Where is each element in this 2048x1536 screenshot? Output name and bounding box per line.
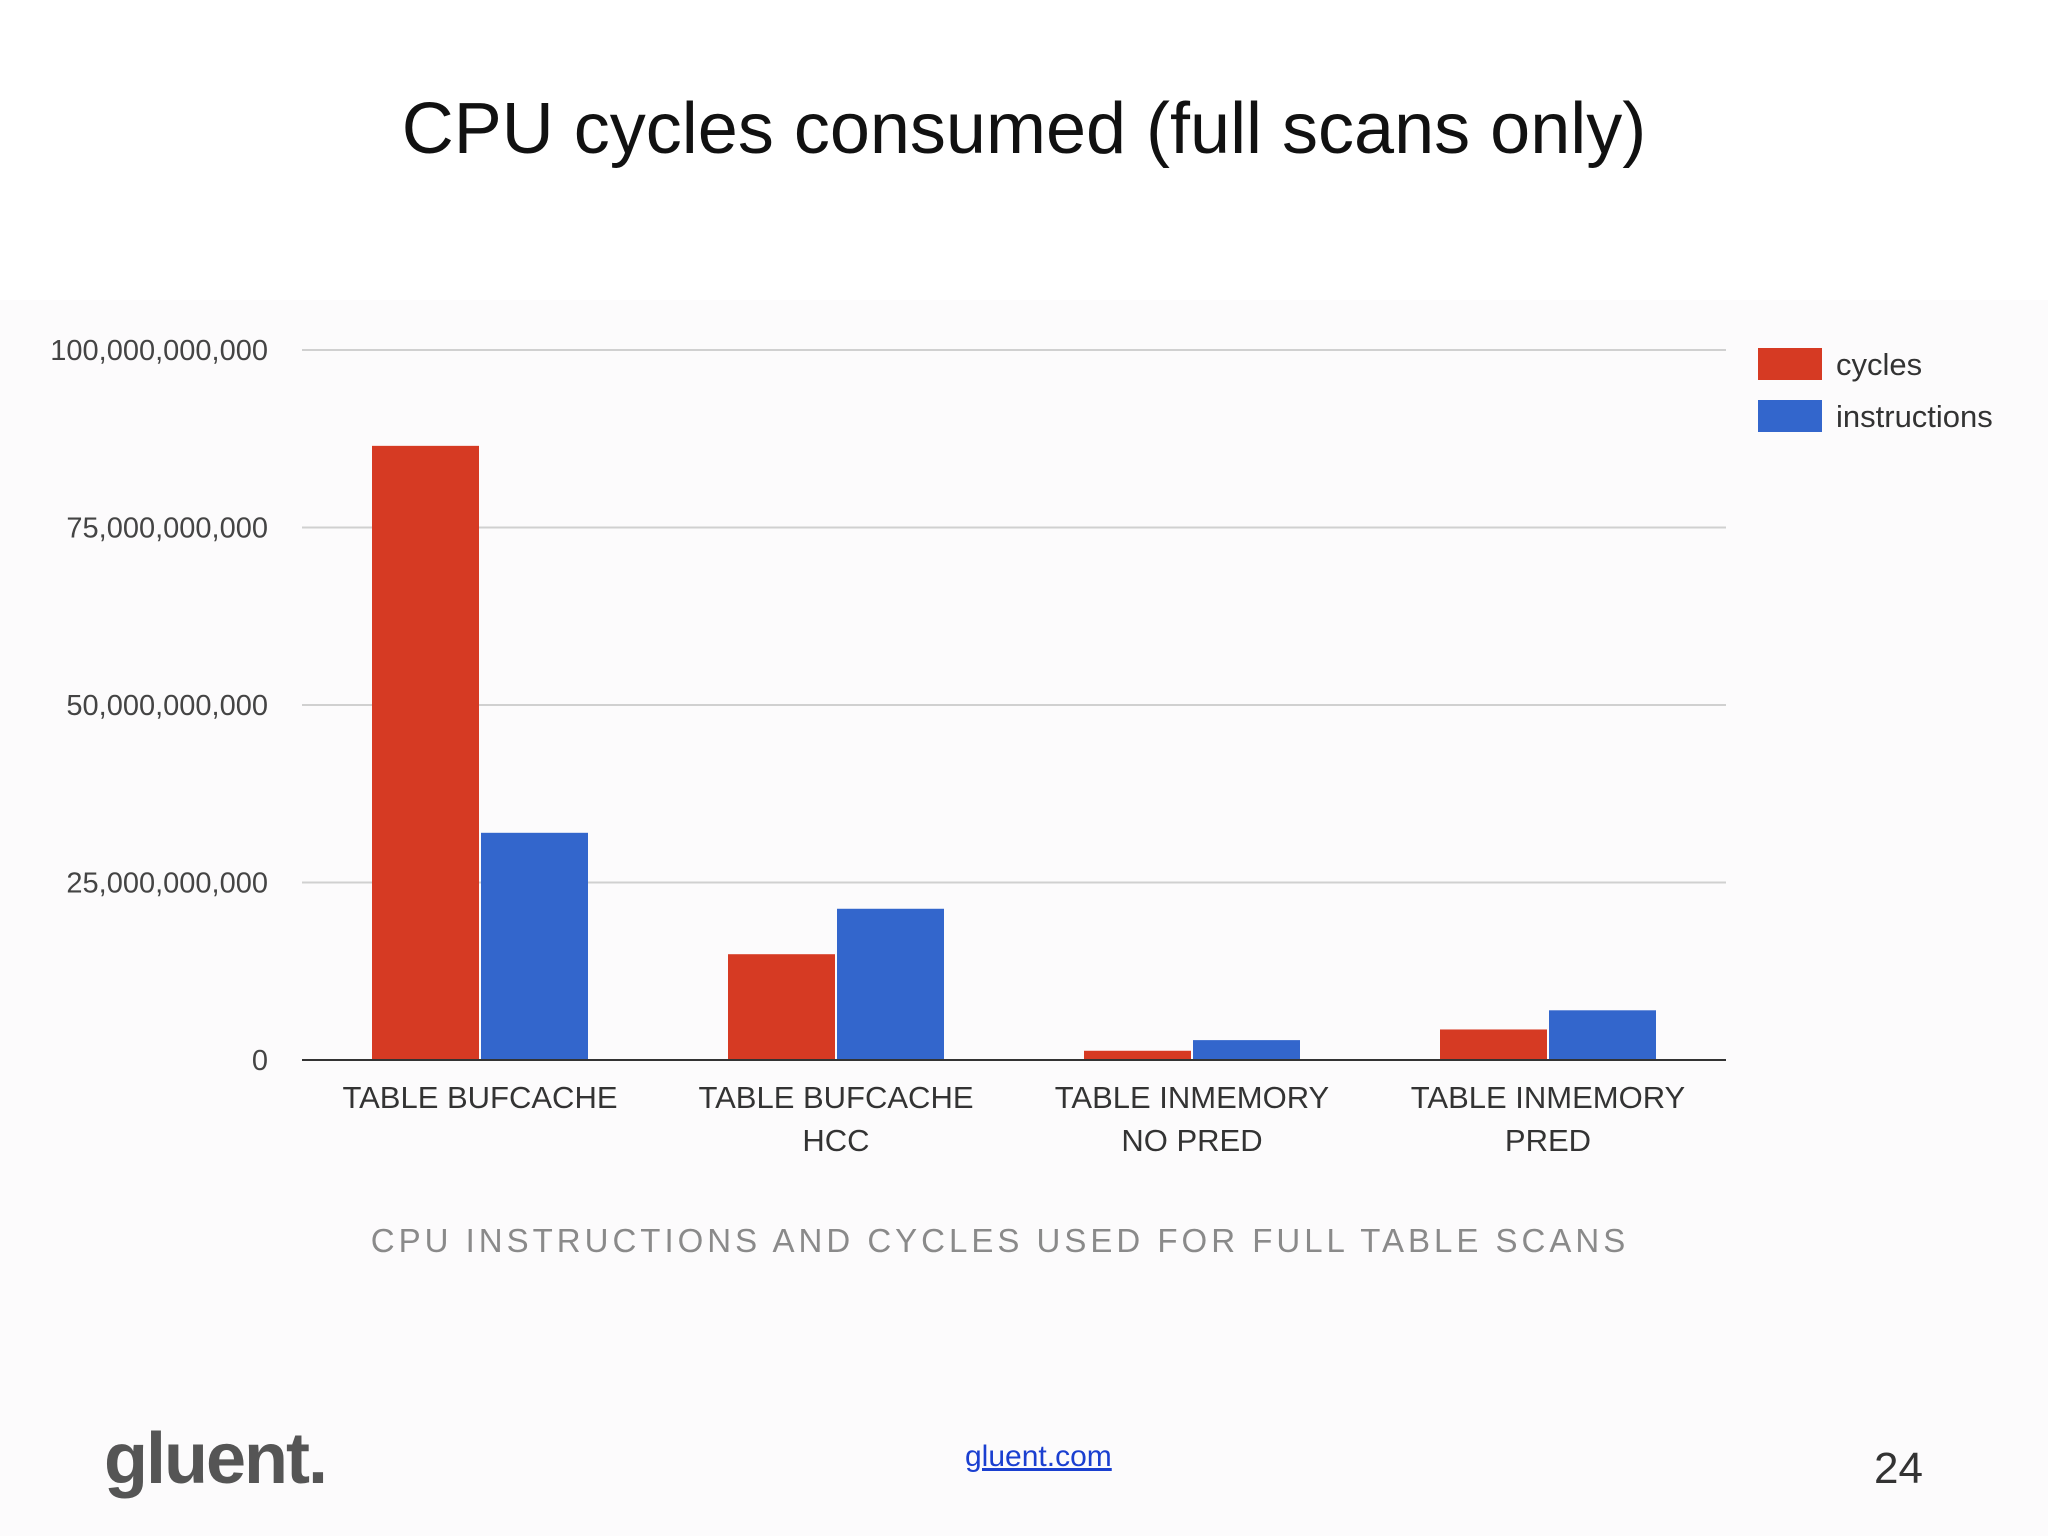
x-category-label: TABLE BUFCACHE (342, 1080, 617, 1115)
y-tick-label: 25,000,000,000 (66, 868, 268, 900)
x-category-label: TABLE BUFCACHE (698, 1080, 973, 1115)
x-category-label: TABLE INMEMORY (1055, 1080, 1329, 1115)
bar-instructions (481, 832, 588, 1060)
x-category-label: TABLE INMEMORY (1411, 1080, 1685, 1115)
bar-instructions (837, 908, 944, 1060)
x-category-label: NO PRED (1121, 1123, 1262, 1158)
x-category-label: PRED (1505, 1123, 1591, 1158)
gluent-logo: gluent. (104, 1419, 328, 1499)
legend-label-instructions: instructions (1836, 399, 1993, 434)
y-tick-label: 50,000,000,000 (66, 690, 268, 722)
chart-background (0, 300, 2048, 1536)
y-tick-label: 75,000,000,000 (66, 513, 268, 545)
bar-cycles (1440, 1029, 1547, 1060)
y-tick-label: 0 (252, 1045, 268, 1077)
y-tick-label: 100,000,000,000 (50, 335, 268, 367)
x-category-label: HCC (802, 1123, 869, 1158)
chart-caption: CPU INSTRUCTIONS AND CYCLES USED FOR FUL… (370, 1222, 1630, 1259)
bar-instructions (1549, 1010, 1656, 1060)
page-number: 24 (1874, 1444, 1923, 1493)
bar-cycles (728, 954, 835, 1060)
footer-link[interactable]: gluent.com (965, 1440, 1112, 1473)
bar-instructions (1193, 1040, 1300, 1060)
legend-label-cycles: cycles (1836, 347, 1922, 382)
bar-cycles (1084, 1050, 1191, 1060)
bar-chart: 0 25,000,000,000 50,000,000,000 75,000,000,… (50, 335, 1993, 1158)
bar-cycles (372, 445, 479, 1061)
legend-swatch-instructions (1758, 400, 1822, 432)
legend-swatch-cycles (1758, 348, 1822, 380)
slide-title: CPU cycles consumed (full scans only) (401, 89, 1647, 169)
